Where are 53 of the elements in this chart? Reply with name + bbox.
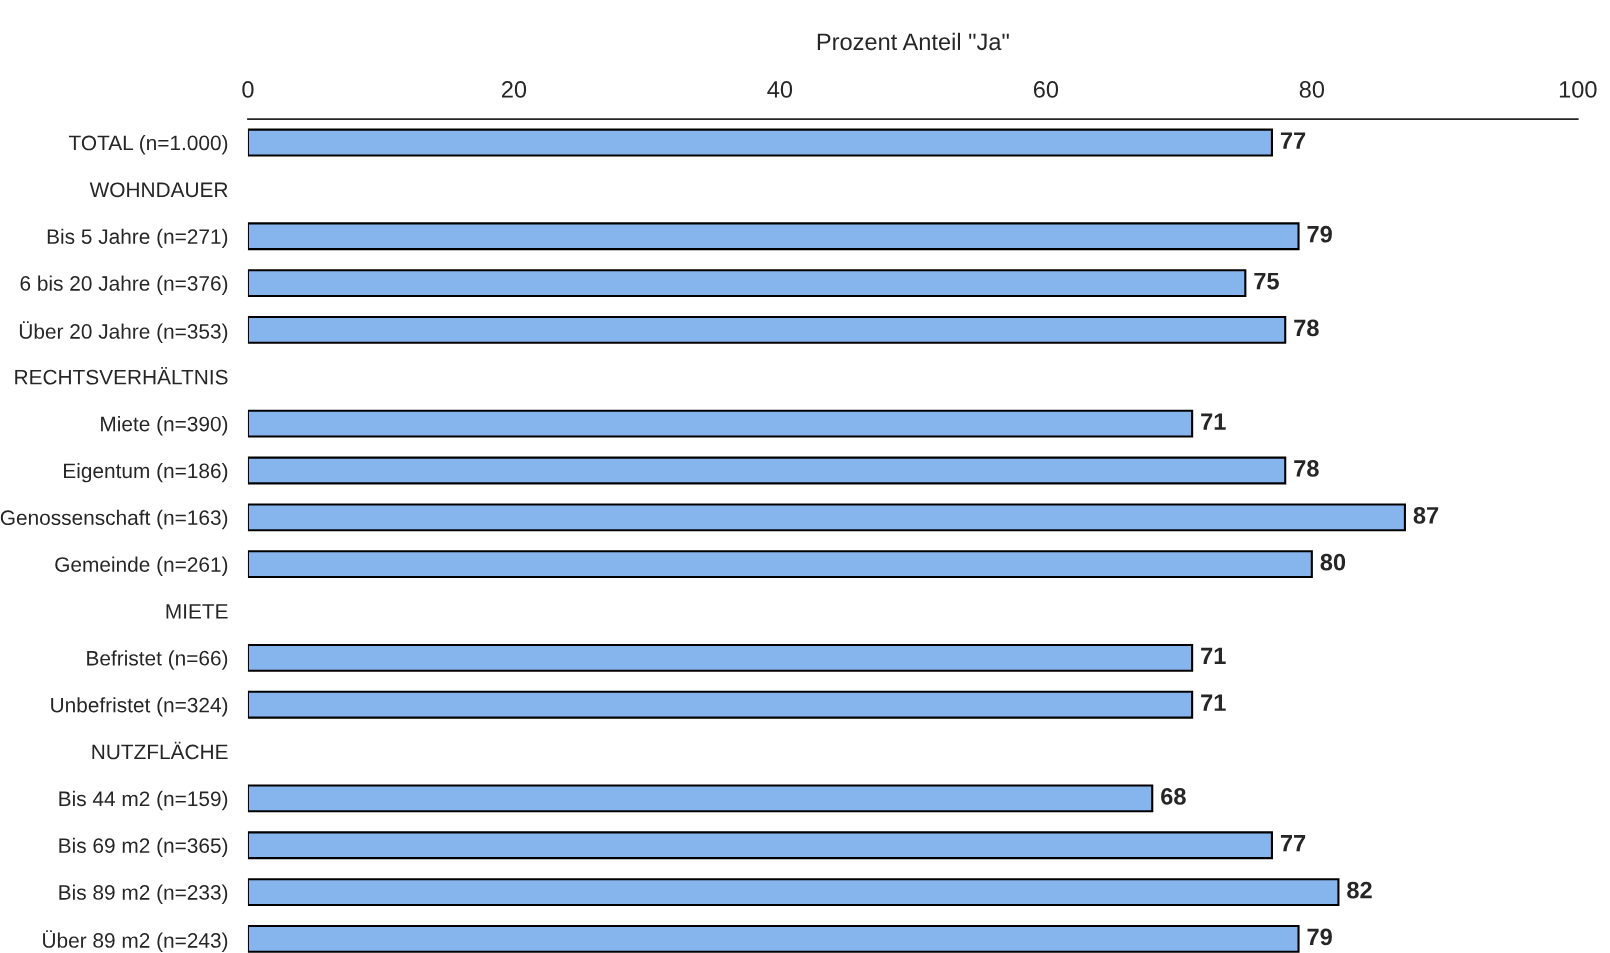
y-tick-label: NUTZFLÄCHE xyxy=(92,741,228,760)
data-label: 80 xyxy=(1320,553,1346,571)
bar xyxy=(247,128,1273,157)
y-tick-label: Bis 5 Jahre (n=271) xyxy=(47,228,228,249)
data-label: 77 xyxy=(1280,835,1306,852)
x-tick-label: 100 xyxy=(1559,81,1597,98)
data-label: 82 xyxy=(1347,881,1372,899)
bar xyxy=(247,878,1340,907)
x-tick-label: 60 xyxy=(1033,81,1059,98)
bar xyxy=(247,222,1300,251)
y-tick-label: Bis 44 m2 (n=159) xyxy=(59,790,228,811)
x-tick-label: 40 xyxy=(767,81,793,98)
bar xyxy=(247,269,1247,298)
data-label: 78 xyxy=(1294,319,1319,337)
x-tick-label: 20 xyxy=(501,81,527,98)
bar xyxy=(247,316,1287,344)
bar xyxy=(247,784,1154,813)
y-tick-label: Über 89 m2 (n=243) xyxy=(43,930,228,952)
x-tick-label: 80 xyxy=(1299,81,1325,98)
y-tick-label: Über 20 Jahre (n=353) xyxy=(19,321,228,343)
data-label: 79 xyxy=(1307,225,1332,243)
y-tick-label: Gemeinde (n=261) xyxy=(55,556,228,577)
data-label: 68 xyxy=(1161,788,1186,805)
y-tick-label: Genossenschaft (n=163) xyxy=(0,509,228,530)
y-tick-label: Bis 69 m2 (n=365) xyxy=(59,837,228,858)
y-tick-label: TOTAL (n=1.000) xyxy=(68,135,228,155)
y-tick-label: Befristet (n=66) xyxy=(87,650,228,670)
data-label: 71 xyxy=(1201,413,1226,430)
y-tick-label: Bis 89 m2 (n=233) xyxy=(59,884,228,904)
bar xyxy=(247,925,1300,953)
data-label: 71 xyxy=(1201,647,1226,664)
data-label: 87 xyxy=(1413,506,1439,524)
data-label: 71 xyxy=(1201,694,1226,711)
y-tick-label: MIETE xyxy=(166,604,228,619)
y-tick-label: RECHTSVERHÄLTNIS xyxy=(15,366,228,385)
data-label: 79 xyxy=(1307,928,1332,946)
x-tick-label: 0 xyxy=(242,81,254,98)
bar xyxy=(247,831,1273,860)
bar xyxy=(247,690,1194,719)
bar xyxy=(247,456,1287,485)
data-label: 77 xyxy=(1280,132,1306,149)
data-label: 75 xyxy=(1254,272,1279,290)
bar xyxy=(247,409,1194,438)
y-tick-label: Miete (n=390) xyxy=(101,416,228,436)
bar xyxy=(247,550,1313,579)
data-label: 78 xyxy=(1294,460,1319,477)
y-tick-label: WOHNDAUER xyxy=(89,182,228,198)
y-tick-label: Unbefristet (n=324) xyxy=(51,697,228,717)
bar xyxy=(247,503,1406,532)
y-tick-label: Eigentum (n=186) xyxy=(64,462,228,483)
y-tick-label: 6 bis 20 Jahre (n=376) xyxy=(20,275,228,295)
x-axis-title: Prozent Anteil "Ja" xyxy=(817,32,1009,51)
bar xyxy=(247,643,1194,672)
